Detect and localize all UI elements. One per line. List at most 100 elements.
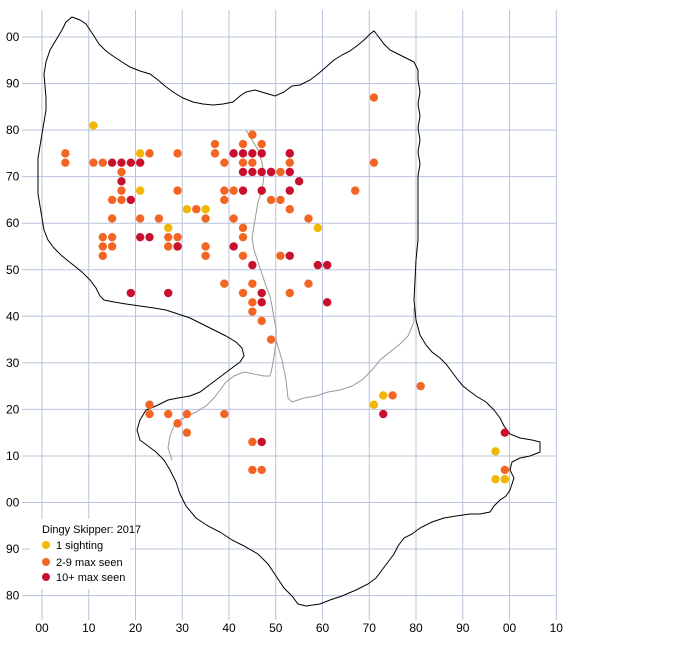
sighting-dot-two-to-nine [164,232,173,242]
sighting-dot-two-to-nine [276,195,285,205]
sighting-dot-ten-plus [107,158,117,167]
sighting-dot-two-to-nine [145,409,154,419]
sighting-dot-one [369,400,379,409]
sighting-dot-two-to-nine [107,214,117,223]
sighting-dot-ten-plus [117,158,126,167]
sighting-dot-two-to-nine [220,409,229,419]
sighting-dot-one [500,475,510,484]
x-tick-label: 70 [363,621,377,635]
y-tick-label: 60 [6,216,20,230]
sighting-dot-ten-plus [126,288,136,298]
sighting-dot-two-to-nine [220,279,229,288]
x-tick-label: 10 [550,621,564,635]
sighting-dot-two-to-nine [210,149,220,158]
sighting-dot-ten-plus [285,149,294,158]
y-tick-label: 80 [6,589,20,603]
sighting-dot-two-to-nine [276,167,285,177]
sighting-dot-one [89,121,98,130]
x-tick-label: 60 [316,621,330,635]
sighting-dot-ten-plus [117,177,126,186]
sighting-dot-two-to-nine [369,93,379,102]
y-tick-label: 50 [6,263,20,277]
legend-label-two-to-nine: 2-9 max seen [56,557,123,569]
x-tick-label: 90 [456,621,470,635]
legend-label-ten-plus: 10+ max seen [56,572,125,584]
sighting-dot-ten-plus [266,167,276,177]
sighting-dot-two-to-nine [416,381,425,391]
sighting-dot-ten-plus [257,437,266,447]
y-tick-label: 40 [6,309,20,323]
x-tick-label: 80 [409,621,423,635]
sighting-dot-ten-plus [379,409,388,419]
sighting-dot-two-to-nine [238,288,248,298]
sighting-dot-ten-plus [257,167,266,177]
y-tick-label: 90 [6,77,20,91]
sighting-dot-two-to-nine [98,251,107,260]
sighting-dot-two-to-nine [248,307,257,316]
sighting-dot-two-to-nine [135,214,145,223]
map-grid [22,10,557,620]
legend-marker-one-sighting [42,541,50,549]
sighting-dot-one [135,186,145,195]
sighting-dot-two-to-nine [304,214,313,223]
x-tick-label: 00 [503,621,517,635]
sighting-dot-ten-plus [238,149,248,158]
y-axis-labels: 00 90 80 70 60 50 40 30 20 10 00 90 80 [6,30,20,603]
sighting-dot-two-to-nine [238,251,248,260]
sighting-dot-ten-plus [500,428,510,437]
x-tick-label: 10 [82,621,96,635]
sighting-dot-two-to-nine [266,335,276,344]
sighting-dot-two-to-nine [145,400,154,409]
sighting-dot-ten-plus [248,149,257,158]
sighting-dot-one [491,447,500,456]
sighting-dot-two-to-nine [229,214,238,223]
sighting-dot-ten-plus [257,298,266,307]
sighting-dot-two-to-nine [173,232,182,242]
sighting-dot-ten-plus [164,288,173,298]
sighting-dot-two-to-nine [98,232,107,242]
sighting-dot-two-to-nine [61,149,70,158]
sighting-dot-two-to-nine [192,205,201,214]
sighting-dot-two-to-nine [248,298,257,307]
county-boundary [37,16,541,607]
sighting-dot-ten-plus [135,232,145,242]
sighting-dot-two-to-nine [285,205,294,214]
sighting-dot-two-to-nine [500,465,510,475]
sighting-dot-two-to-nine [220,195,229,205]
sighting-dot-two-to-nine [173,186,182,195]
sighting-dot-one [164,223,173,233]
sighting-dot-ten-plus [313,260,323,270]
sighting-dot-two-to-nine [154,214,164,223]
y-tick-label: 20 [6,402,20,416]
sighting-dot-two-to-nine [98,242,107,251]
x-tick-label: 40 [222,621,236,635]
sighting-dot-two-to-nine [182,409,192,419]
x-tick-label: 00 [35,621,49,635]
y-tick-label: 00 [6,496,20,510]
sighting-dot-two-to-nine [285,288,294,298]
sighting-dot-two-to-nine [220,158,229,167]
sighting-dot-two-to-nine [351,186,360,195]
legend: Dingy Skipper: 2017 1 sighting 2-9 max s… [30,519,141,589]
sighting-dot-two-to-nine [238,139,248,149]
x-tick-label: 30 [176,621,190,635]
sighting-dot-two-to-nine [257,316,266,326]
sighting-dot-two-to-nine [266,195,276,205]
sighting-dot-ten-plus [145,232,154,242]
sighting-dot-ten-plus [294,177,304,186]
x-tick-label: 20 [129,621,143,635]
sighting-dot-two-to-nine [238,223,248,233]
sighting-dot-two-to-nine [257,139,266,149]
sighting-dot-ten-plus [229,242,238,251]
y-tick-label: 90 [6,542,20,556]
sighting-dot-two-to-nine [107,195,117,205]
sighting-dots [61,93,510,484]
sighting-dot-two-to-nine [229,186,238,195]
sighting-dot-two-to-nine [98,158,107,167]
sighting-dot-two-to-nine [173,149,182,158]
y-tick-label: 00 [6,30,20,44]
sighting-dot-two-to-nine [285,158,294,167]
sighting-dot-two-to-nine [89,158,98,167]
sighting-dot-ten-plus [322,260,332,270]
